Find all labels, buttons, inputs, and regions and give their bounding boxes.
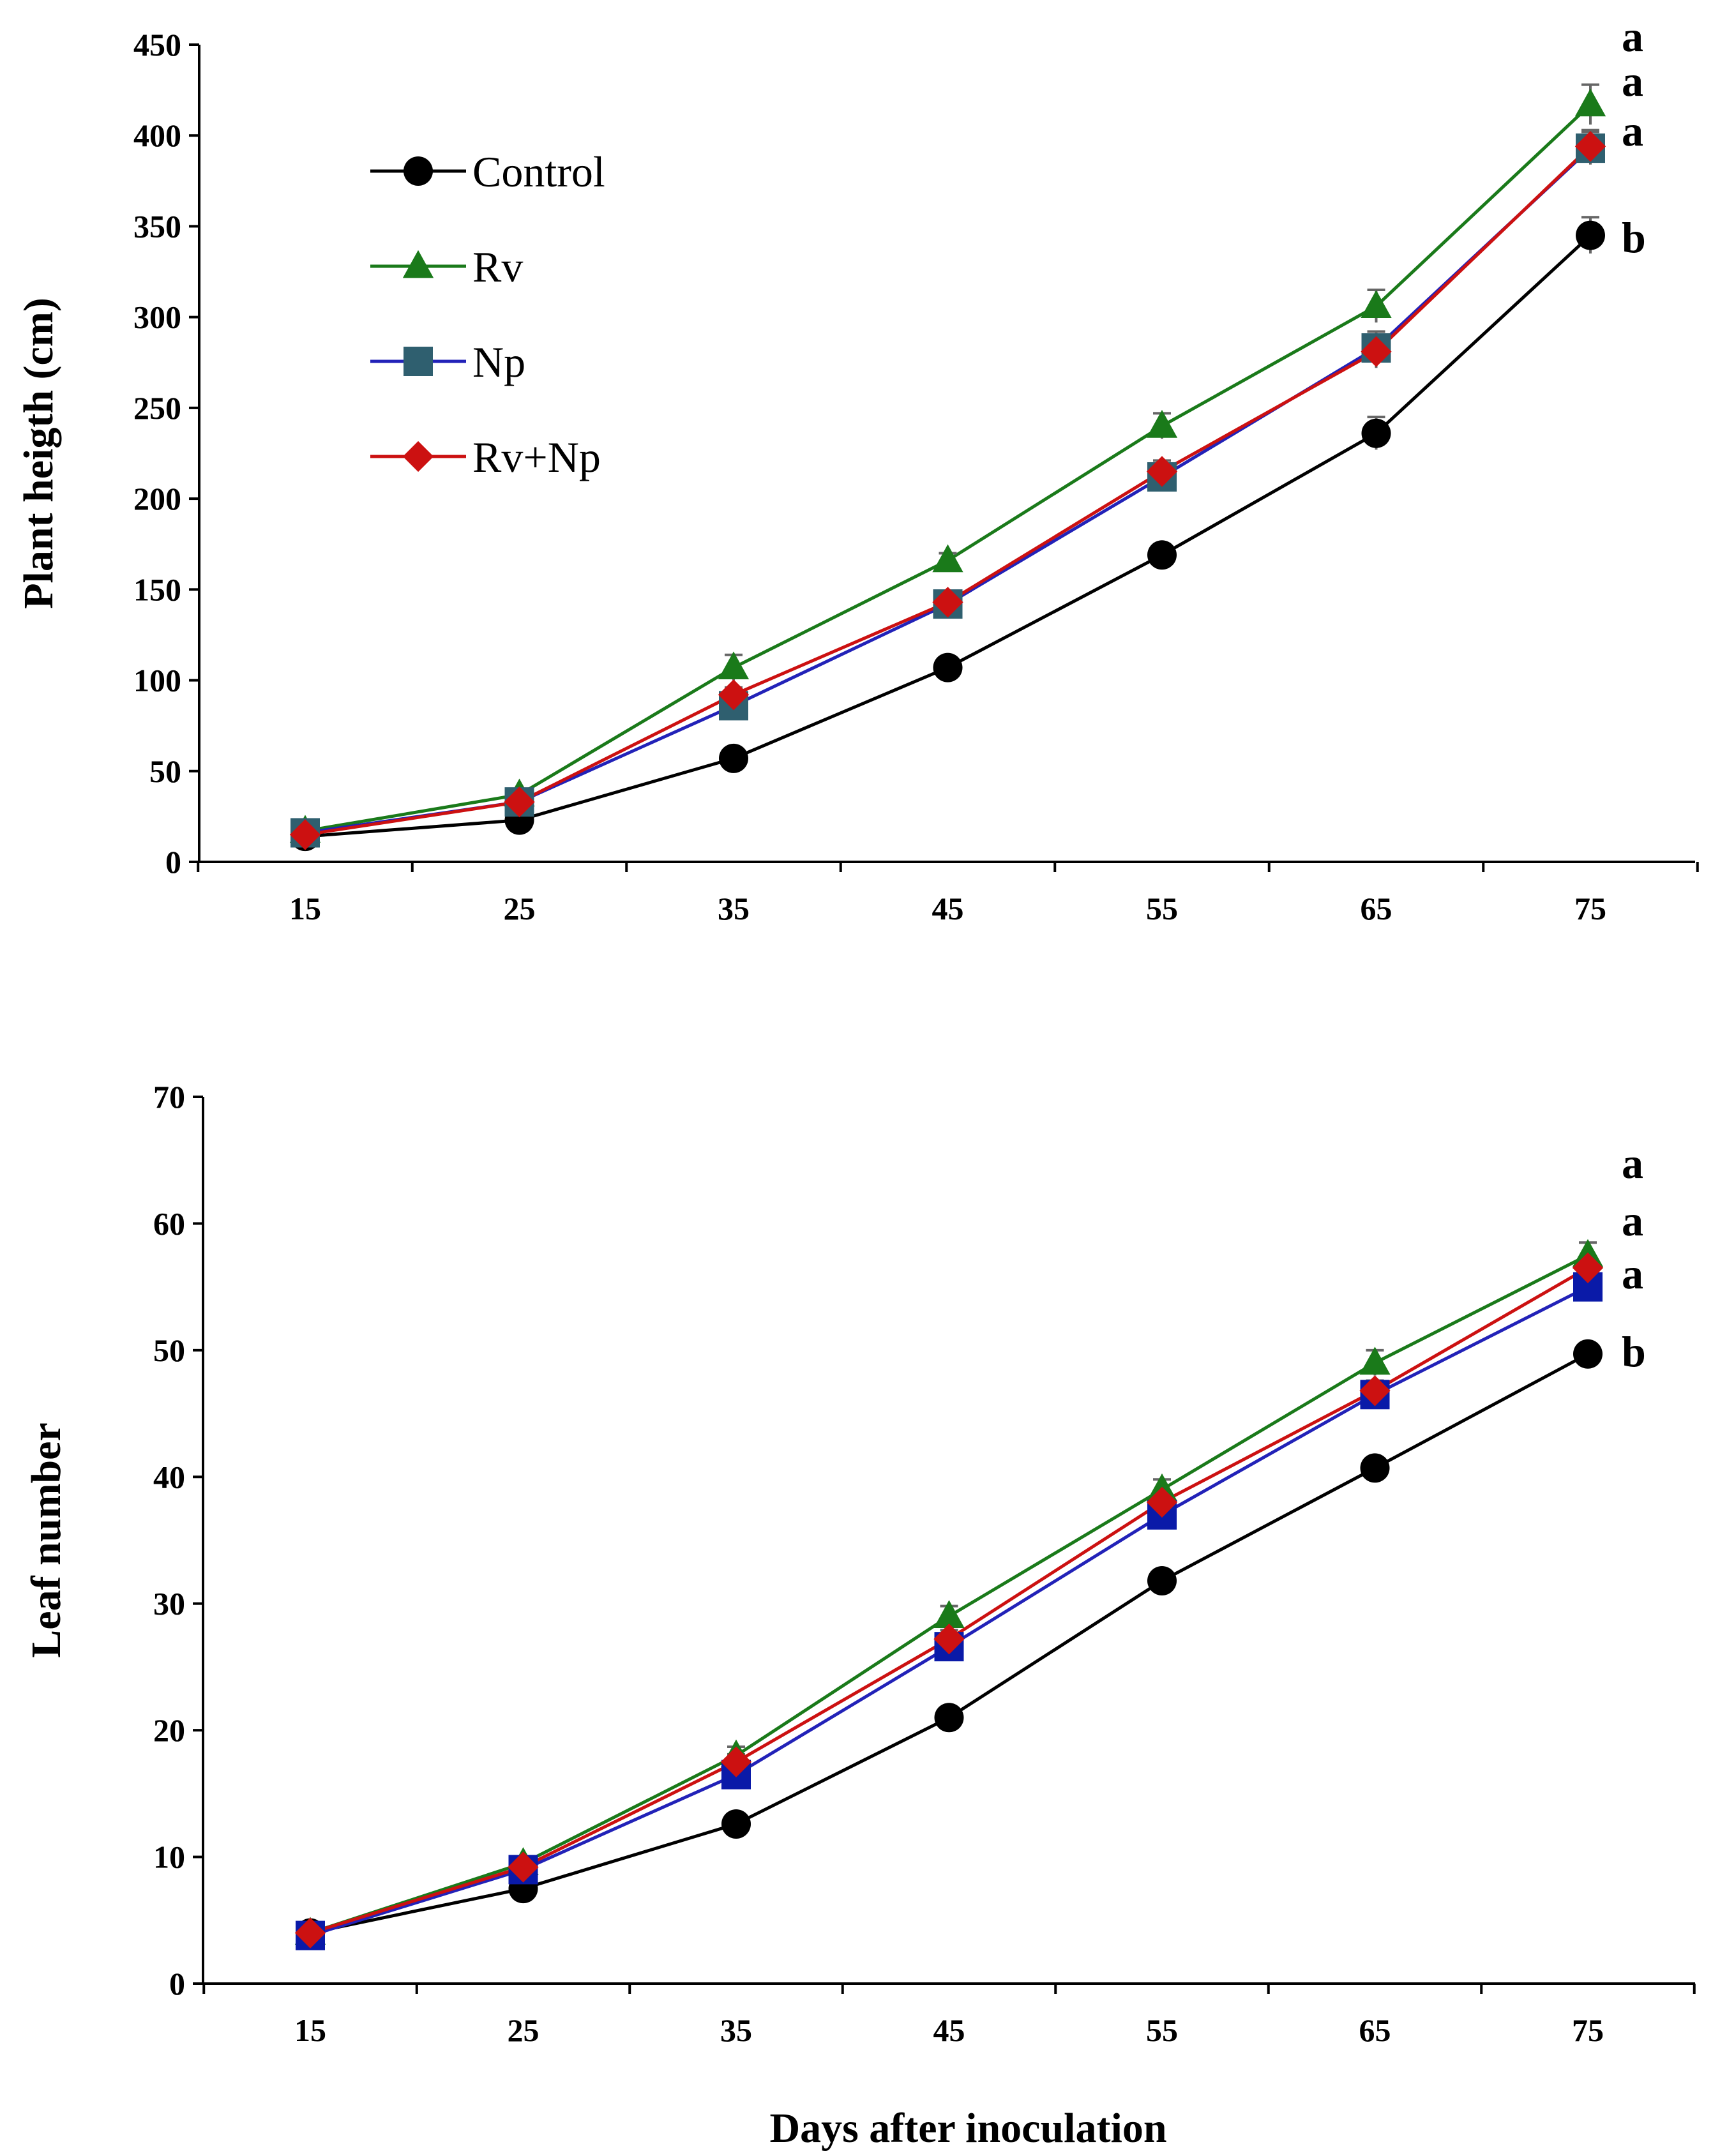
legend-marker — [402, 250, 434, 278]
x-tick-label: 15 — [289, 891, 321, 926]
x-tick-label: 75 — [1572, 2012, 1604, 2048]
data-point — [504, 786, 535, 818]
data-point — [932, 587, 963, 618]
y-tick-label: 0 — [165, 844, 181, 880]
data-point — [721, 1809, 751, 1839]
data-point — [1573, 1339, 1603, 1369]
y-tick-label: 150 — [133, 571, 181, 607]
x-axis-title: Days after inoculation — [769, 2105, 1166, 2152]
significance-letter: a — [1622, 107, 1643, 155]
data-point — [719, 743, 748, 773]
x-tick-label: 25 — [504, 891, 536, 926]
y-tick-label: 350 — [133, 208, 181, 244]
x-tick-label: 65 — [1361, 891, 1392, 926]
data-point — [1359, 1375, 1391, 1406]
data-point — [1147, 540, 1177, 570]
legend-label: Rv+Np — [472, 433, 601, 481]
legend-marker — [404, 156, 433, 186]
data-point — [718, 651, 750, 680]
data-point — [1146, 456, 1178, 487]
y-tick-label: 70 — [153, 1079, 185, 1115]
data-point — [1360, 1453, 1390, 1483]
y-tick-label: 40 — [153, 1459, 185, 1495]
series-line — [305, 234, 1592, 838]
data-point — [1572, 1252, 1604, 1284]
x-tick-label: 55 — [1146, 2012, 1178, 2048]
series-line — [310, 1253, 1589, 1935]
significance-letter: a — [1622, 1249, 1643, 1298]
x-tick-label: 45 — [932, 891, 964, 926]
y-tick-label: 0 — [169, 1966, 185, 2001]
x-tick-label: 45 — [933, 2012, 965, 2048]
legend-label: Control — [472, 147, 605, 196]
significance-letter: b — [1622, 1327, 1646, 1376]
significance-letter: a — [1622, 57, 1643, 105]
data-point — [1146, 1486, 1178, 1518]
y-tick-label: 50 — [149, 753, 181, 789]
significance-letter: b — [1622, 213, 1646, 262]
y-axis-title: Plant heigth (cm) — [15, 298, 62, 609]
y-tick-label: 450 — [133, 27, 181, 63]
leaf-number-chart: 0 10 20 30 40 50 60 70 15 25 35 45 55 65 75 Leaf number… — [23, 1079, 1696, 2152]
x-tick-label: 35 — [720, 2012, 752, 2048]
y-tick-label: 300 — [133, 299, 181, 335]
significance-letter: a — [1622, 12, 1643, 61]
x-tick-label: 25 — [508, 2012, 539, 2048]
data-point — [934, 1703, 964, 1733]
x-tick-label: 65 — [1359, 2012, 1391, 2048]
data-point — [718, 679, 750, 711]
significance-letter: a — [1622, 1196, 1643, 1245]
data-point — [1361, 336, 1392, 367]
series-rv-np — [301, 1255, 1597, 1937]
y-tick-label: 50 — [153, 1332, 185, 1368]
data-point — [289, 819, 321, 850]
y-tick-label: 20 — [153, 1712, 185, 1748]
x-tick-label: 15 — [294, 2012, 326, 2048]
data-point — [508, 1851, 539, 1883]
legend-label: Rv — [472, 243, 523, 291]
y-tick-label: 250 — [133, 390, 181, 426]
y-tick-label: 200 — [133, 481, 181, 516]
y-axis-title: Leaf number — [23, 1422, 70, 1657]
legend-marker — [404, 347, 433, 376]
data-point — [294, 1917, 326, 1949]
series-rv-np — [296, 128, 1599, 839]
legend: Control Rv Np Rv+Np — [370, 147, 605, 481]
legend-marker — [402, 441, 434, 472]
y-tick-label: 60 — [153, 1205, 185, 1241]
y-tick-label: 400 — [133, 117, 181, 153]
data-point — [1361, 290, 1392, 318]
series-rv — [301, 1241, 1597, 1937]
significance-letter: a — [1622, 1139, 1643, 1187]
x-tick-label: 55 — [1146, 891, 1178, 926]
data-point — [933, 1624, 965, 1655]
y-tick-label: 30 — [153, 1586, 185, 1622]
x-tick-label: 75 — [1574, 891, 1606, 926]
data-point — [1576, 220, 1605, 250]
y-tick-label: 10 — [153, 1839, 185, 1875]
y-tick-label: 100 — [133, 663, 181, 698]
data-point — [720, 1746, 752, 1777]
series-control — [296, 216, 1599, 840]
data-point — [1359, 1346, 1391, 1375]
data-point — [932, 544, 963, 573]
series-np — [296, 130, 1599, 837]
legend-label: Np — [472, 338, 525, 386]
plant-height-chart: 0 50 100 150 200 250 300 350 400 450 15 25 35 45 55 65 7… — [15, 12, 1699, 926]
data-point — [1361, 418, 1391, 448]
data-point — [1574, 131, 1606, 162]
x-tick-label: 35 — [718, 891, 750, 926]
data-point — [933, 1600, 965, 1628]
data-point — [1147, 1565, 1177, 1595]
data-point — [1574, 88, 1606, 117]
data-point — [1146, 410, 1178, 438]
data-point — [933, 652, 963, 682]
